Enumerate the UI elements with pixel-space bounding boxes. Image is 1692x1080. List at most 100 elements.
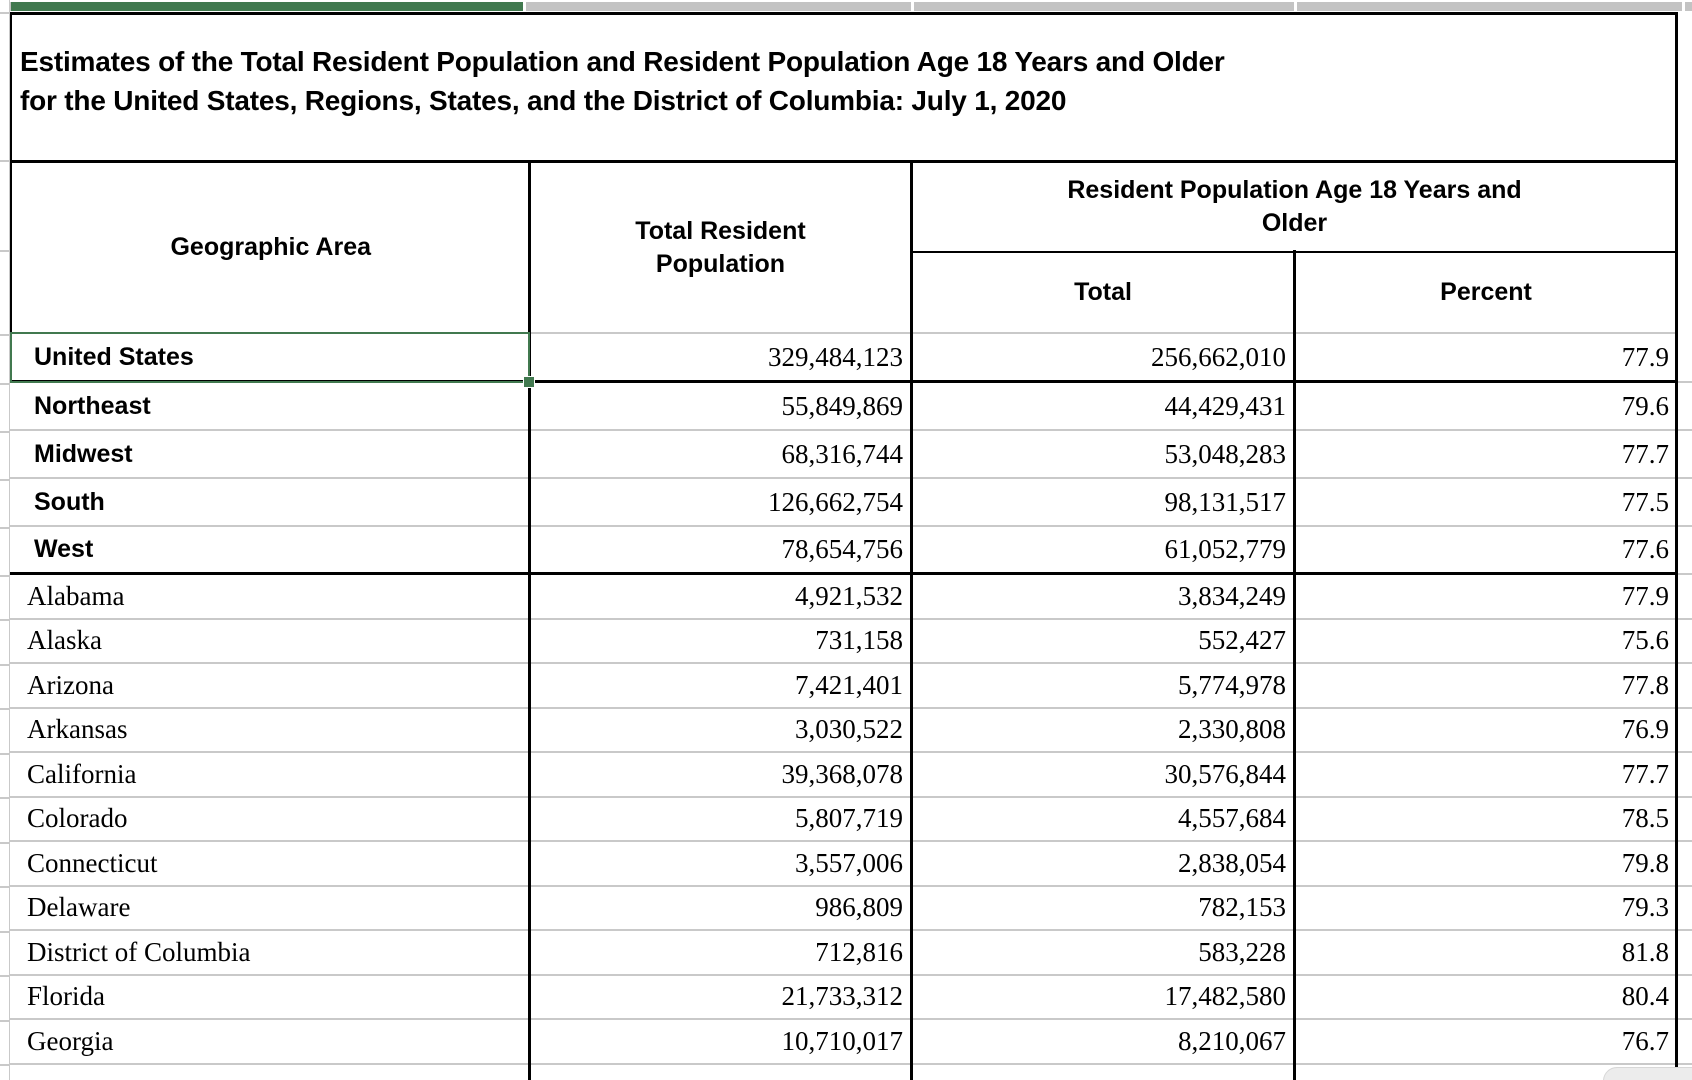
table-row[interactable]: Alaska 731,158 552,427 75.6 [10,619,1692,664]
table-row[interactable]: Florida 21,733,312 17,482,580 80.4 [10,975,1692,1020]
header-total-resident-population[interactable]: Total Resident Population [635,216,806,278]
table-row[interactable]: Alabama 4,921,532 3,834,249 77.9 [10,575,1692,620]
cell-gap [1682,2,1685,11]
cell-geographic-area[interactable]: Midwest [10,431,530,479]
gutter-gridline [0,575,9,577]
header-age18-percent[interactable]: Percent [1440,278,1532,306]
cell-geographic-area[interactable]: Arkansas [10,709,530,753]
cell-age18-percent[interactable]: 77.9 [1295,575,1678,620]
cell-age18-percent[interactable]: 77.5 [1295,479,1678,527]
table-row[interactable]: Colorado 5,807,719 4,557,684 78.5 [10,797,1692,842]
gutter-gridline [0,160,9,162]
gutter-gridline [0,1020,9,1022]
cell-geographic-area[interactable]: Connecticut [10,842,530,887]
cell-age18-total[interactable]: 5,774,978 [912,664,1295,709]
cell-age18-total[interactable]: 98,131,517 [912,479,1295,527]
table-row[interactable]: Midwest 68,316,744 53,048,283 77.7 [10,431,1692,479]
cell-age18-total[interactable]: 782,153 [912,887,1295,931]
cell-age18-total[interactable]: 61,052,779 [912,527,1295,575]
table-row[interactable]: Arizona 7,421,401 5,774,978 77.8 [10,664,1692,709]
table-title-cell[interactable]: Estimates of the Total Resident Populati… [10,12,1678,160]
cell-total-population[interactable]: 712,816 [530,931,912,976]
cell-age18-percent[interactable]: 77.8 [1295,664,1678,709]
cell-age18-percent[interactable]: 77.6 [1295,527,1678,575]
table-row[interactable]: Northeast 55,849,869 44,429,431 79.6 [10,383,1692,431]
cell-geographic-area[interactable]: California [10,753,530,798]
gutter-gridline [0,931,9,933]
fill-handle[interactable] [522,375,535,388]
table-row[interactable]: South 126,662,754 98,131,517 77.5 [10,479,1692,527]
cell-geographic-area[interactable]: Georgia [10,1020,530,1065]
cell-total-population[interactable]: 21,733,312 [530,976,912,1020]
cell-geographic-area[interactable]: Florida [10,976,530,1020]
cell-overflow-gridline [1678,753,1692,798]
cell-geographic-area[interactable]: Alabama [10,575,530,620]
cell-geographic-area[interactable]: Colorado [10,798,530,842]
cell-age18-percent[interactable]: 77.7 [1295,431,1678,479]
cell-total-population[interactable]: 7,421,401 [530,664,912,709]
cell-age18-total[interactable]: 583,228 [912,931,1295,976]
table-body: United States 329,484,123 256,662,010 77… [10,334,1692,1065]
cell-geographic-area[interactable]: Alaska [10,620,530,664]
cell-geographic-area[interactable]: West [10,527,530,575]
table-row[interactable]: Arkansas 3,030,522 2,330,808 76.9 [10,708,1692,753]
cell-age18-percent[interactable]: 76.9 [1295,709,1678,753]
cell-age18-percent[interactable]: 77.7 [1295,753,1678,798]
table-row[interactable]: Georgia 10,710,017 8,210,067 76.7 [10,1020,1692,1065]
cell-age18-percent[interactable]: 79.3 [1295,887,1678,931]
cell-age18-total[interactable]: 552,427 [912,620,1295,664]
cell-age18-percent[interactable]: 79.8 [1295,842,1678,887]
cell-age18-percent[interactable]: 80.4 [1295,976,1678,1020]
table-row[interactable]: Delaware 986,809 782,153 79.3 [10,886,1692,931]
cell-age18-percent[interactable]: 76.7 [1295,1020,1678,1065]
cell-geographic-area[interactable]: Arizona [10,664,530,709]
cell-total-population[interactable]: 986,809 [530,887,912,931]
cell-age18-total[interactable]: 3,834,249 [912,575,1295,620]
cell-age18-total[interactable]: 53,048,283 [912,431,1295,479]
header-geographic-area[interactable]: Geographic Area [170,233,372,261]
cell-total-population[interactable]: 329,484,123 [530,334,912,383]
cell-total-population[interactable]: 5,807,719 [530,798,912,842]
cell-total-population[interactable]: 731,158 [530,620,912,664]
table-row[interactable]: California 39,368,078 30,576,844 77.7 [10,753,1692,798]
cell-age18-total[interactable]: 44,429,431 [912,383,1295,431]
cell-geographic-area[interactable]: Delaware [10,887,530,931]
cell-total-population[interactable]: 4,921,532 [530,575,912,620]
cell-total-population[interactable]: 126,662,754 [530,479,912,527]
cell-overflow-gridline [1678,1020,1692,1065]
cell-age18-total[interactable]: 30,576,844 [912,753,1295,798]
cell-age18-total[interactable]: 256,662,010 [912,334,1295,383]
header-age18-group: Resident Population Age 18 Years and Old… [911,163,1678,332]
cell-total-population[interactable]: 3,557,006 [530,842,912,887]
cell-age18-total[interactable]: 2,330,808 [912,709,1295,753]
cell-geographic-area[interactable]: South [10,479,530,527]
cell-age18-total[interactable]: 17,482,580 [912,976,1295,1020]
cell-total-population[interactable]: 10,710,017 [530,1020,912,1065]
cell-gap [523,2,526,11]
cell-age18-total[interactable]: 4,557,684 [912,798,1295,842]
cell-age18-total[interactable]: 2,838,054 [912,842,1295,887]
cell-total-population[interactable]: 78,654,756 [530,527,912,575]
cell-geographic-area[interactable]: Northeast [10,383,530,431]
cell-geographic-area[interactable]: District of Columbia [10,931,530,976]
cell-overflow-gridline [1678,931,1692,976]
gutter-gridline [0,753,9,755]
cell-age18-percent[interactable]: 75.6 [1295,620,1678,664]
table-row[interactable]: West 78,654,756 61,052,779 77.6 [10,527,1692,575]
table-right-border [1675,12,1678,1080]
gutter-gridline [0,250,9,252]
cell-total-population[interactable]: 39,368,078 [530,753,912,798]
selected-cell-outline[interactable] [10,332,535,388]
cell-age18-percent[interactable]: 77.9 [1295,334,1678,383]
table-row[interactable]: District of Columbia 712,816 583,228 81.… [10,931,1692,976]
header-resident-population-age18[interactable]: Resident Population Age 18 Years and Old… [911,163,1678,253]
cell-age18-total[interactable]: 8,210,067 [912,1020,1295,1065]
header-age18-total[interactable]: Total [1074,278,1132,306]
cell-age18-percent[interactable]: 78.5 [1295,798,1678,842]
cell-total-population[interactable]: 3,030,522 [530,709,912,753]
cell-total-population[interactable]: 68,316,744 [530,431,912,479]
cell-age18-percent[interactable]: 81.8 [1295,931,1678,976]
table-row[interactable]: Connecticut 3,557,006 2,838,054 79.8 [10,842,1692,887]
cell-total-population[interactable]: 55,849,869 [530,383,912,431]
cell-age18-percent[interactable]: 79.6 [1295,383,1678,431]
